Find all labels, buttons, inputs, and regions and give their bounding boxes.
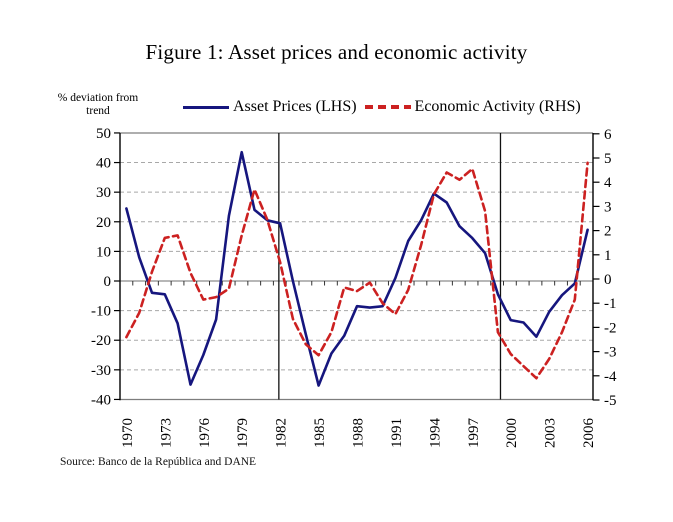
left-axis-note-line2: trend xyxy=(86,105,110,117)
left-axis-note-line1: % deviation from xyxy=(57,92,139,104)
svg-text:2006: 2006 xyxy=(581,418,597,449)
svg-text:2003: 2003 xyxy=(543,418,559,448)
svg-text:5: 5 xyxy=(604,151,612,167)
figure-title: Figure 1: Asset prices and economic acti… xyxy=(145,40,528,64)
svg-text:-20: -20 xyxy=(91,333,111,349)
svg-text:1994: 1994 xyxy=(427,418,443,449)
svg-text:4: 4 xyxy=(604,175,612,191)
legend-label-economic-activity: Economic Activity (RHS) xyxy=(414,98,581,115)
svg-text:1988: 1988 xyxy=(350,418,366,448)
svg-text:1991: 1991 xyxy=(389,418,405,448)
svg-text:1982: 1982 xyxy=(274,418,290,448)
svg-text:-10: -10 xyxy=(91,304,111,320)
svg-text:1970: 1970 xyxy=(120,418,136,448)
svg-text:1976: 1976 xyxy=(197,418,213,449)
source-note: Source: Banco de la República and DANE xyxy=(60,456,257,468)
svg-text:50: 50 xyxy=(96,126,111,142)
svg-text:-1: -1 xyxy=(604,296,617,312)
left-axis-note: % deviation from trend xyxy=(46,92,150,118)
svg-text:1985: 1985 xyxy=(312,418,328,448)
svg-text:20: 20 xyxy=(96,215,111,231)
legend-label-asset-prices: Asset Prices (LHS) xyxy=(233,98,357,115)
svg-text:-4: -4 xyxy=(604,369,617,385)
svg-text:-5: -5 xyxy=(604,393,617,409)
chart-legend: Asset Prices (LHS) Economic Activity (RH… xyxy=(183,98,583,116)
svg-text:30: 30 xyxy=(96,185,111,201)
legend-line-sample-economic-activity xyxy=(364,105,411,109)
svg-text:1: 1 xyxy=(604,248,612,264)
svg-text:10: 10 xyxy=(96,244,111,260)
svg-text:2: 2 xyxy=(604,224,612,240)
svg-text:0: 0 xyxy=(104,274,112,290)
svg-text:-30: -30 xyxy=(91,363,111,379)
svg-text:0: 0 xyxy=(604,272,612,288)
svg-text:1973: 1973 xyxy=(158,418,174,448)
svg-text:-3: -3 xyxy=(604,345,617,361)
svg-text:2000: 2000 xyxy=(504,418,520,448)
svg-text:3: 3 xyxy=(604,199,612,215)
svg-text:6: 6 xyxy=(604,127,612,143)
svg-text:1979: 1979 xyxy=(235,418,251,448)
svg-text:-40: -40 xyxy=(91,392,111,408)
svg-text:-2: -2 xyxy=(604,320,617,336)
svg-text:40: 40 xyxy=(96,156,111,172)
legend-line-sample-asset-prices xyxy=(183,105,229,109)
svg-text:1997: 1997 xyxy=(466,418,482,449)
